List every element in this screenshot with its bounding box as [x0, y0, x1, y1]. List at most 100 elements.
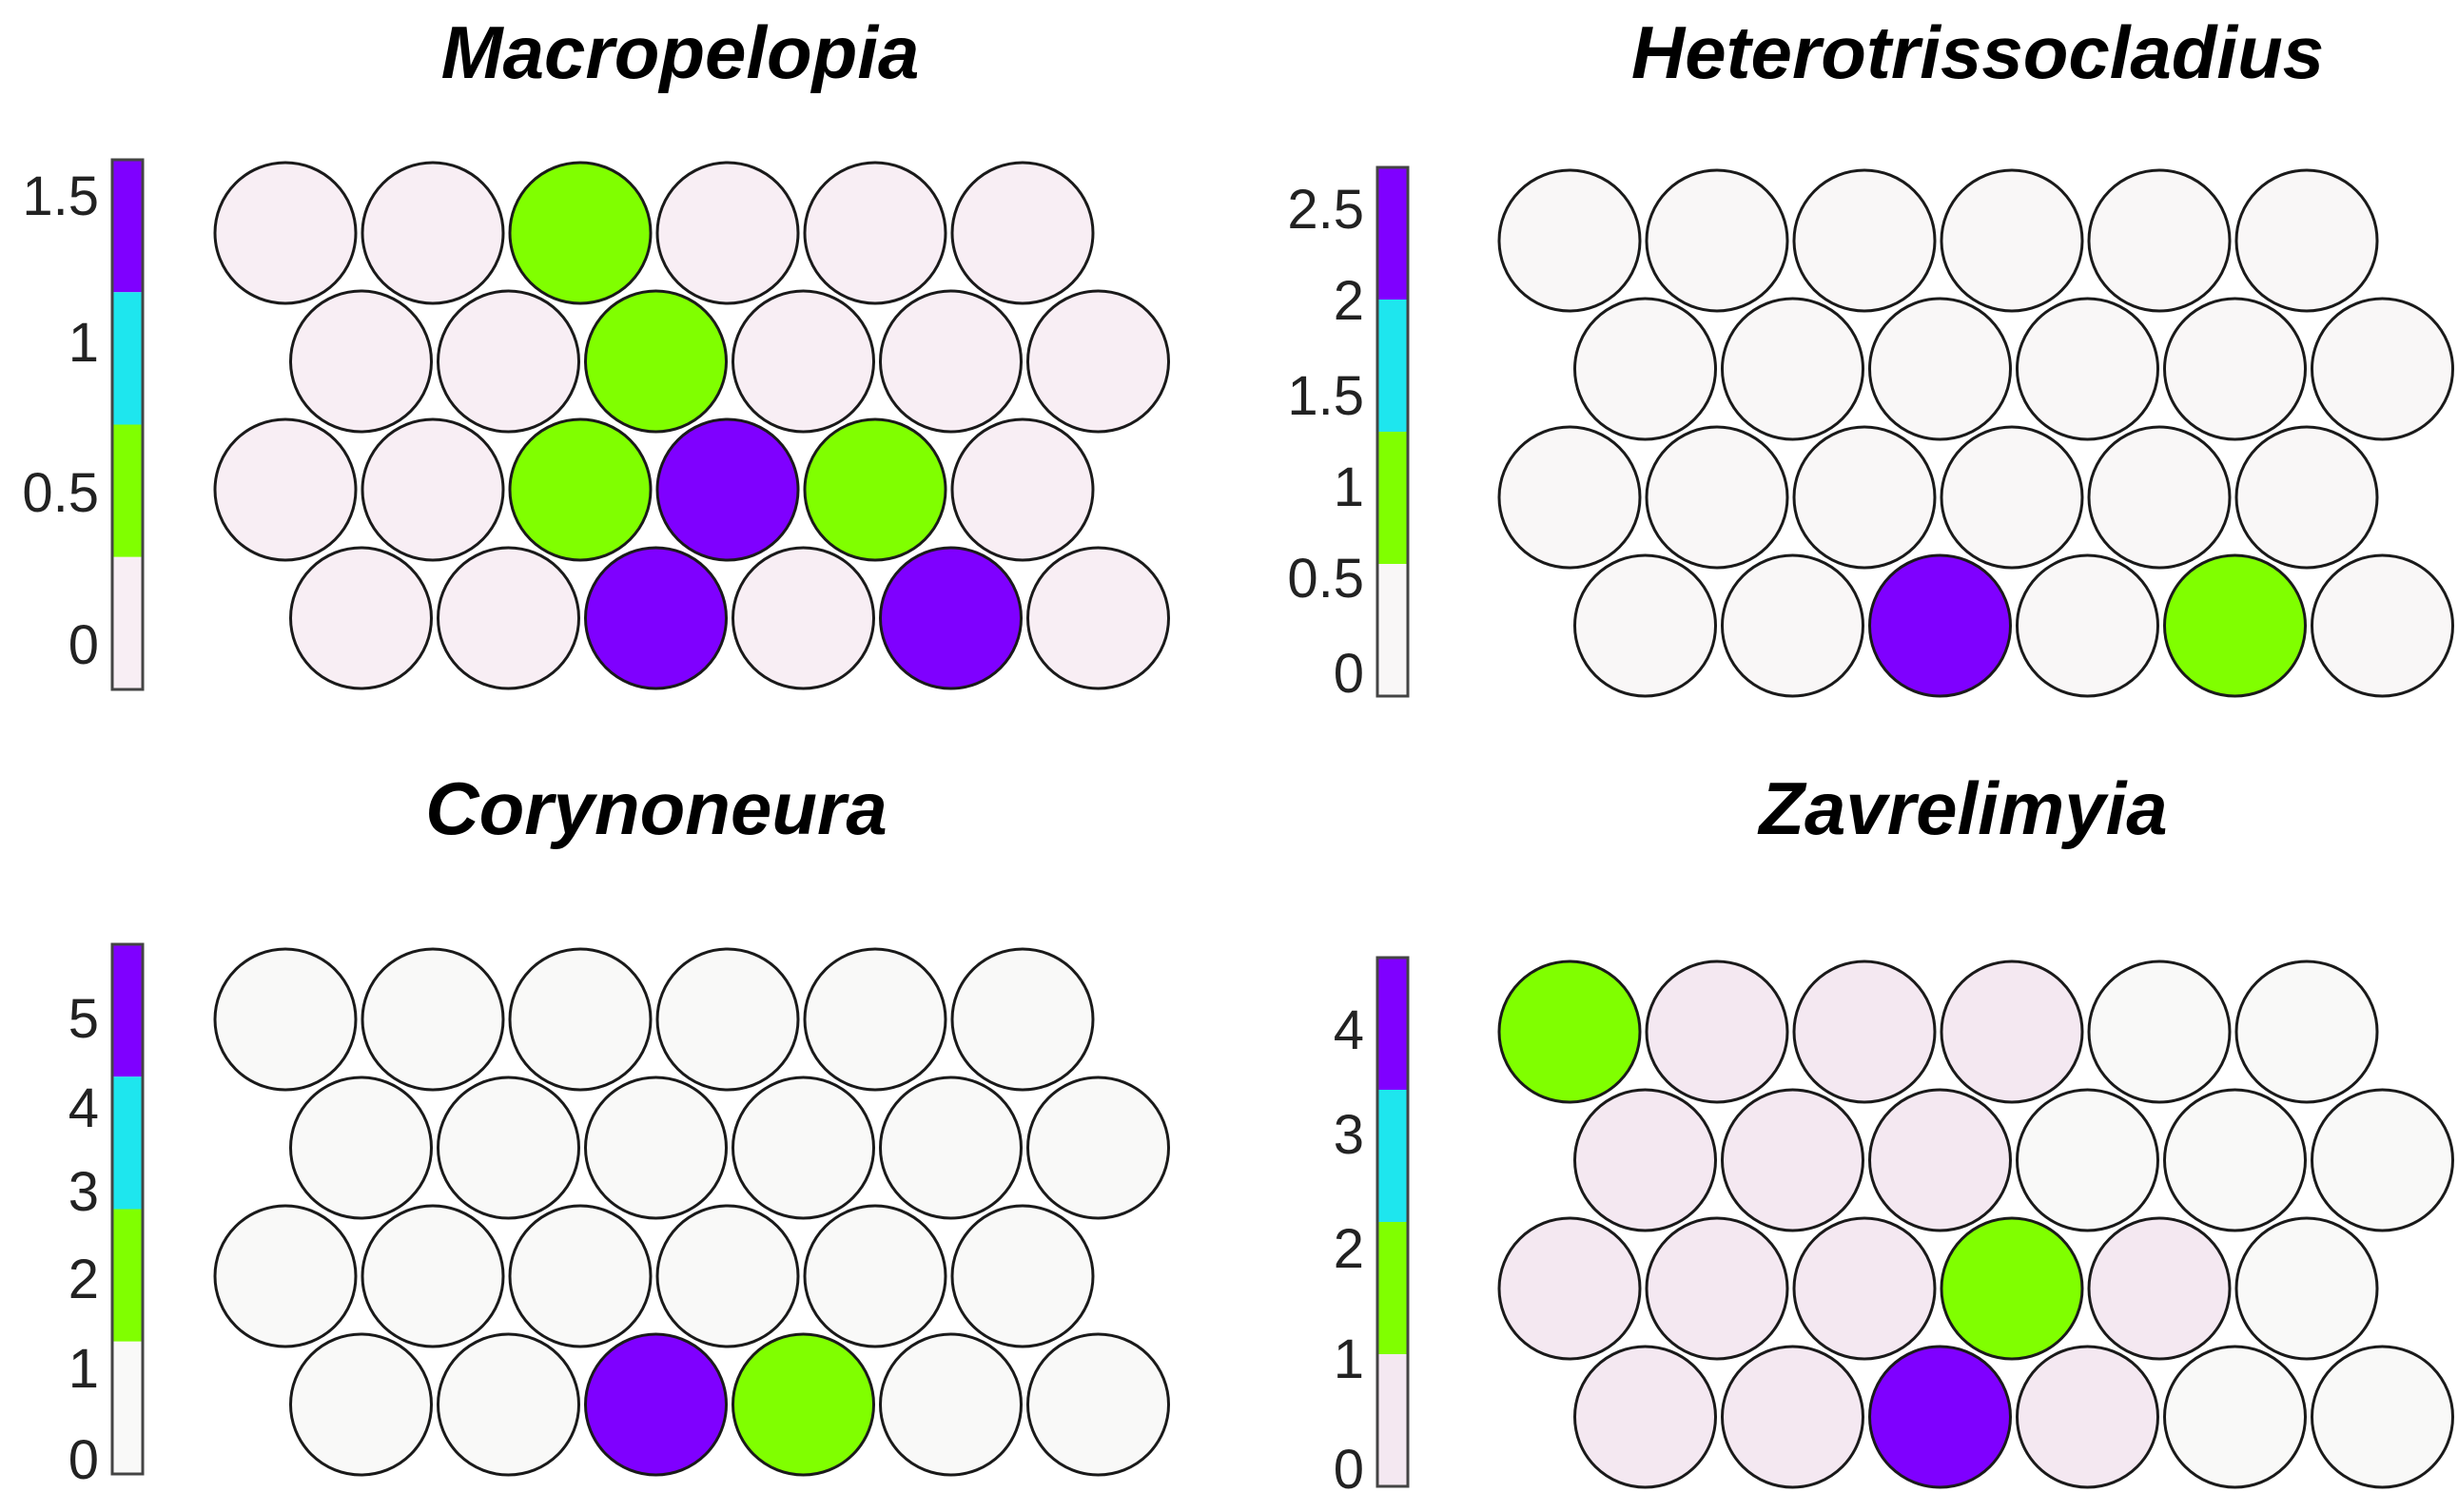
som-node-r3-c0: [1573, 1345, 1717, 1489]
som-node-r1-c1: [437, 289, 580, 434]
scale-tick-label: 1: [1334, 1328, 1364, 1390]
som-node-r2-c3: [655, 1204, 800, 1348]
som-node-r1-c2: [1868, 297, 2012, 441]
panel-title: Heterotrissocladius: [1631, 10, 2324, 94]
som-node-r3-c4: [2163, 553, 2307, 698]
panel-svg-heterotrissocladius: Heterotrissocladius 2.5 2 1.5 1 0.5 0: [1287, 10, 2454, 705]
scale-tick-label: 4: [1334, 999, 1364, 1061]
som-node-r1-c1: [437, 1076, 580, 1220]
som-node-r2-c1: [1645, 425, 1789, 570]
som-node-r1-c0: [1573, 297, 1717, 441]
panel-zavrelimyia: Zavrelimyia 4 3 2 1 0: [1231, 756, 2458, 1512]
scale-bar-frame: [110, 942, 145, 1476]
panel-heterotrissocladius: Heterotrissocladius 2.5 2 1.5 1 0.5 0: [1231, 0, 2458, 756]
som-node-r3-c5: [2311, 553, 2454, 698]
scale-tick-label: 1: [68, 1338, 99, 1400]
som-node-r2-c1: [361, 1204, 505, 1348]
som-node-r3-c3: [2016, 1345, 2159, 1489]
som-node-r3-c3: [2016, 553, 2159, 698]
som-node-r3-c5: [2311, 1345, 2454, 1489]
som-node-r2-c5: [2234, 1216, 2379, 1361]
som-node-r0-c5: [2234, 960, 2379, 1104]
som-node-r0-c1: [1645, 168, 1789, 313]
som-node-r3-c2: [584, 1332, 728, 1477]
scale-tick-label: 1.5: [22, 165, 99, 227]
som-node-r3-c3: [732, 546, 875, 690]
som-node-r0-c0: [213, 161, 358, 305]
panel-title: Macropelopia: [441, 10, 920, 94]
som-node-r0-c2: [508, 161, 653, 305]
som-node-r1-c0: [1573, 1088, 1717, 1232]
scale-tick-label: 0: [68, 614, 99, 676]
som-node-r0-c3: [655, 161, 800, 305]
som-node-r2-c2: [1792, 425, 1937, 570]
som-node-r1-c3: [2016, 1088, 2159, 1232]
som-node-r2-c2: [508, 1204, 653, 1348]
scale-tick-label: 0: [68, 1429, 99, 1491]
som-node-r1-c1: [1721, 1088, 1864, 1232]
som-node-r1-c0: [289, 1076, 433, 1220]
som-node-r3-c5: [1026, 546, 1170, 690]
panel-corynoneura: Corynoneura 5 4 3 2 1 0: [0, 756, 1227, 1512]
panel-svg-zavrelimyia: Zavrelimyia 4 3 2 1 0: [1334, 766, 2454, 1501]
som-node-r3-c0: [1573, 553, 1717, 698]
scale-band-purple: [1377, 958, 1408, 1090]
som-node-r0-c1: [361, 161, 505, 305]
scale-band-green: [112, 424, 143, 557]
som-node-r2-c0: [213, 1204, 358, 1348]
som-node-r1-c2: [584, 289, 728, 434]
som-node-r0-c0: [213, 947, 358, 1092]
scale-band-near_white: [1377, 564, 1408, 696]
som-node-r3-c2: [1868, 1345, 2012, 1489]
scale-band-cyan: [112, 292, 143, 425]
som-node-r0-c2: [1792, 960, 1937, 1104]
scale-band-green: [1377, 432, 1408, 564]
scale-tick-label: 4: [68, 1077, 99, 1139]
som-node-r0-c2: [1792, 168, 1937, 313]
som-node-r0-c4: [2087, 168, 2232, 313]
som-node-r0-c4: [2087, 960, 2232, 1104]
som-node-r0-c0: [1497, 960, 1642, 1104]
scale-bar-frame: [1375, 165, 1410, 698]
som-node-r0-c4: [803, 947, 947, 1092]
scale-band-cyan: [112, 1076, 143, 1210]
scale-tick-label: 0.5: [1287, 548, 1364, 610]
som-node-r2-c4: [2087, 1216, 2232, 1361]
scale-band-purple: [112, 160, 143, 293]
som-node-r3-c2: [1868, 553, 2012, 698]
som-node-r3-c1: [1721, 553, 1864, 698]
scale-bar-frame: [1375, 956, 1410, 1488]
som-node-r2-c3: [655, 417, 800, 562]
som-node-r1-c2: [584, 1076, 728, 1220]
som-node-r2-c4: [803, 1204, 947, 1348]
som-node-r0-c3: [655, 947, 800, 1092]
som-node-r2-c0: [1497, 1216, 1642, 1361]
scale-tick-label: 2: [1334, 1218, 1364, 1280]
som-node-r1-c4: [879, 1076, 1023, 1220]
som-node-r2-c4: [803, 417, 947, 562]
som-node-r1-c0: [289, 289, 433, 434]
panel-macropelopia: Macropelopia 1.5 1 0.5 0: [0, 0, 1227, 756]
som-node-r2-c4: [2087, 425, 2232, 570]
som-node-r1-c4: [879, 289, 1023, 434]
som-node-r2-c1: [361, 417, 505, 562]
scale-tick-label: 1: [1334, 456, 1364, 518]
som-node-r3-c0: [289, 1332, 433, 1477]
som-node-r3-c2: [584, 546, 728, 690]
scale-tick-label: 2: [68, 1249, 99, 1310]
som-node-r3-c4: [879, 1332, 1023, 1477]
som-node-r1-c5: [1026, 289, 1170, 434]
som-node-r1-c5: [1026, 1076, 1170, 1220]
scale-bar-frame: [110, 158, 145, 691]
scale-tick-label: 0: [1334, 1439, 1364, 1501]
som-node-r1-c3: [732, 1076, 875, 1220]
scale-band-cyan: [1377, 300, 1408, 432]
som-node-r1-c4: [2163, 297, 2307, 441]
scale-band-green: [112, 1209, 143, 1342]
scale-band-green: [1377, 1222, 1408, 1354]
scale-tick-label: 0: [1334, 643, 1364, 705]
scale-tick-label: 1: [68, 312, 99, 374]
som-node-r2-c5: [2234, 425, 2379, 570]
som-node-r2-c1: [1645, 1216, 1789, 1361]
som-node-r3-c1: [437, 546, 580, 690]
